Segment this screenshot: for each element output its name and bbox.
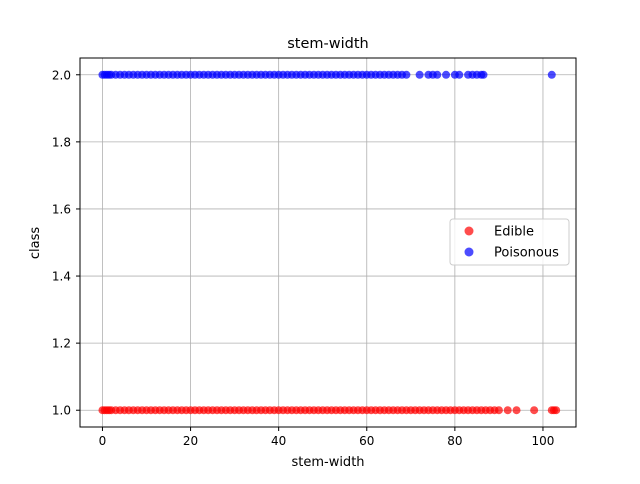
poisonous-point-84 <box>547 70 556 79</box>
edible-point-98 <box>552 406 561 415</box>
x-tick-label-4: 80 <box>447 434 462 448</box>
y-tick-label-0: 1.0 <box>52 404 71 418</box>
legend-marker-edible <box>464 226 474 236</box>
chart-title: stem-width <box>287 36 369 52</box>
x-tick-label-3: 60 <box>359 434 374 448</box>
poisonous-point-76 <box>442 70 451 79</box>
legend-marker-poisonous <box>464 247 474 257</box>
poisonous-point-72 <box>415 70 424 79</box>
legend-label-poisonous: Poisonous <box>494 246 559 261</box>
edible-point-92 <box>494 406 503 415</box>
y-tick-label-3: 1.6 <box>52 202 71 216</box>
x-tick-label-1: 20 <box>183 434 198 448</box>
edible-point-93 <box>503 406 512 415</box>
plot-frame <box>79 57 577 428</box>
poisonous-point-75 <box>433 70 442 79</box>
y-tick-label-4: 1.8 <box>52 135 71 149</box>
y-tick-label-2: 1.4 <box>52 270 71 284</box>
legend-label-edible: Edible <box>494 225 534 240</box>
x-tick-label-5: 100 <box>532 434 555 448</box>
edible-point-94 <box>512 406 521 415</box>
legend-box <box>449 218 570 266</box>
y-axis-label: class <box>28 227 43 259</box>
poisonous-point-83 <box>479 70 488 79</box>
poisonous-point-71 <box>402 70 411 79</box>
axis-ticks: 0 20 40 60 80 100 1.0 1.2 1.4 1.6 1.8 2.0 <box>52 68 555 448</box>
x-tick-label-0: 0 <box>99 434 107 448</box>
edible-point-95 <box>530 406 539 415</box>
x-axis-label: stem-width <box>291 455 364 470</box>
data-points <box>98 70 561 415</box>
legend: Edible Poisonous <box>449 218 570 266</box>
y-tick-label-5: 2.0 <box>52 68 71 82</box>
x-tick-label-2: 40 <box>271 434 286 448</box>
y-tick-label-1: 1.2 <box>52 337 71 351</box>
poisonous-point-78 <box>455 70 464 79</box>
grid-lines <box>80 58 576 427</box>
